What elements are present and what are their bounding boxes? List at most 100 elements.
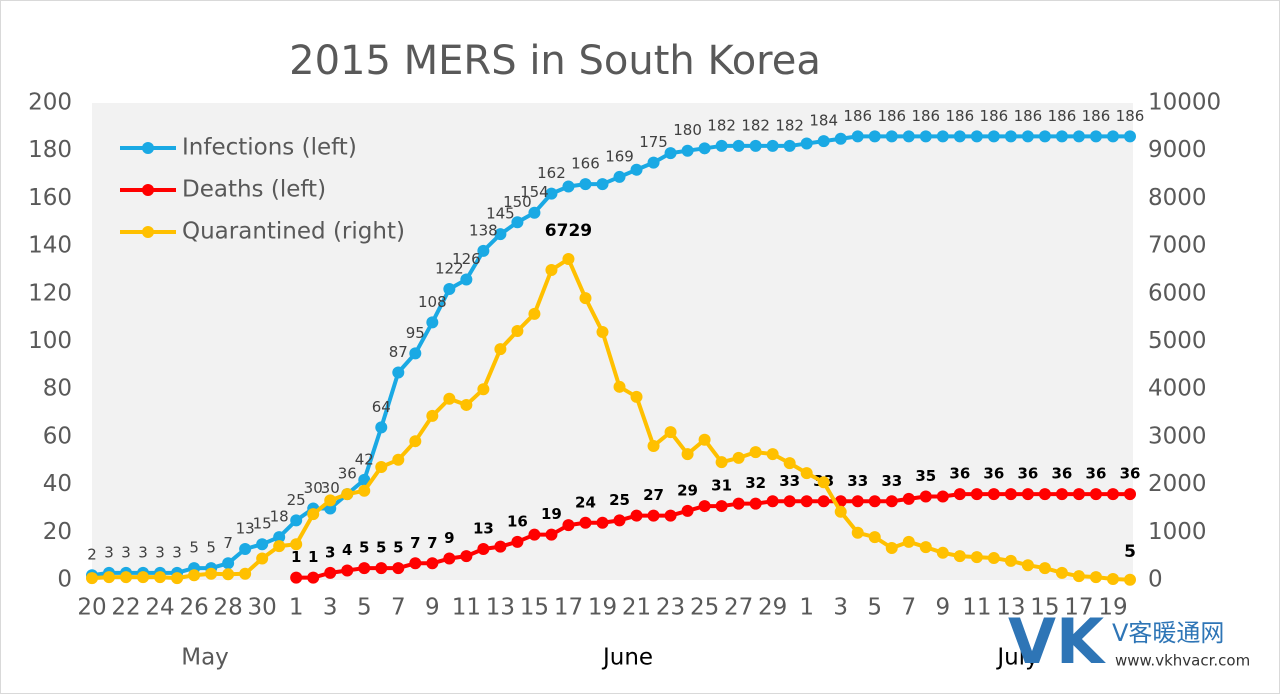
- data-point: [528, 307, 541, 320]
- data-point: [205, 567, 218, 580]
- y-tick-label: 180: [28, 137, 72, 163]
- data-label: 5: [1124, 542, 1136, 562]
- data-point: [851, 495, 864, 508]
- data-label: 182: [707, 116, 736, 134]
- data-point: [426, 316, 439, 329]
- data-point: [953, 550, 966, 563]
- data-point: [647, 156, 660, 169]
- y-tick-label: 100: [28, 328, 72, 354]
- data-label: 13: [236, 519, 255, 537]
- data-label: 6729: [545, 221, 592, 241]
- data-point: [987, 552, 1000, 565]
- data-label: 5: [206, 539, 216, 557]
- y2-tick-label: 10000: [1148, 90, 1221, 116]
- data-point: [239, 567, 252, 580]
- data-point: [749, 497, 762, 510]
- data-point: [358, 473, 371, 486]
- data-point: [987, 130, 1000, 143]
- data-point: [562, 180, 575, 193]
- data-label: 2: [87, 546, 97, 564]
- legend-label: Infections (left): [182, 135, 357, 161]
- data-point: [1106, 573, 1119, 586]
- data-point: [222, 557, 235, 570]
- data-point: [630, 163, 643, 176]
- data-point: [834, 132, 847, 145]
- y-tick-label: 200: [28, 90, 72, 116]
- y-tick-label: 40: [43, 471, 72, 497]
- x-tick-label: 27: [724, 595, 753, 621]
- data-label: 33: [847, 472, 868, 490]
- x-tick-label: 30: [248, 595, 277, 621]
- data-point: [817, 495, 830, 508]
- data-label: 186: [877, 107, 906, 125]
- data-label: 95: [406, 324, 425, 342]
- data-point: [902, 535, 915, 548]
- data-label: 162: [537, 164, 566, 182]
- x-tick-label: 22: [111, 595, 140, 621]
- data-point: [1072, 570, 1085, 583]
- data-point: [987, 488, 1000, 501]
- data-label: 3: [172, 543, 182, 561]
- data-point: [664, 147, 677, 160]
- x-tick-label: 15: [520, 595, 549, 621]
- data-point: [1124, 130, 1136, 143]
- data-label: 122: [435, 260, 464, 278]
- x-tick-label: 19: [1098, 595, 1127, 621]
- data-point: [545, 528, 558, 541]
- data-label: 126: [452, 250, 481, 268]
- data-point: [1021, 559, 1034, 572]
- data-point: [1055, 488, 1068, 501]
- data-point: [86, 572, 98, 585]
- watermark-url: www.vkhvacr.com: [1115, 652, 1250, 670]
- data-point: [936, 130, 949, 143]
- y-tick-label: 0: [57, 567, 72, 593]
- data-label: 145: [486, 205, 515, 223]
- y-tick-label: 120: [28, 280, 72, 306]
- x-tick-label: 5: [357, 595, 372, 621]
- y2-tick-label: 9000: [1148, 137, 1207, 163]
- data-point: [392, 453, 405, 466]
- data-point: [494, 540, 507, 553]
- x-tick-label: 24: [145, 595, 174, 621]
- y-tick-label: 20: [43, 519, 72, 545]
- data-point: [579, 516, 592, 529]
- data-point: [681, 504, 694, 517]
- data-label: 184: [809, 112, 838, 130]
- data-point: [1004, 488, 1017, 501]
- data-point: [613, 514, 626, 527]
- data-point: [715, 139, 728, 152]
- data-point: [1089, 130, 1102, 143]
- data-label: 36: [1051, 465, 1072, 483]
- data-label: 42: [355, 450, 374, 468]
- data-label: 186: [843, 107, 872, 125]
- data-point: [613, 170, 626, 183]
- data-point: [545, 187, 558, 200]
- data-point: [732, 451, 745, 464]
- data-point: [290, 571, 303, 584]
- data-point: [749, 139, 762, 152]
- data-point: [273, 531, 286, 544]
- data-point: [766, 139, 779, 152]
- data-label: 1: [291, 548, 301, 566]
- data-point: [868, 495, 881, 508]
- data-point: [137, 571, 150, 584]
- x-tick-label: 1: [799, 595, 814, 621]
- data-point: [1124, 573, 1136, 586]
- x-tick-label: 19: [588, 595, 617, 621]
- data-point: [239, 542, 252, 555]
- data-label: 3: [138, 543, 148, 561]
- legend-marker: [142, 184, 154, 196]
- data-point: [630, 509, 643, 522]
- data-point: [783, 139, 796, 152]
- data-point: [970, 488, 983, 501]
- data-label: 182: [775, 116, 804, 134]
- data-point: [426, 557, 439, 570]
- chart-title: 2015 MERS in South Korea: [289, 38, 821, 84]
- data-label: 5: [189, 539, 199, 557]
- data-label: 186: [980, 107, 1009, 125]
- data-point: [681, 448, 694, 461]
- data-point: [341, 488, 354, 501]
- data-label: 30: [304, 479, 323, 497]
- data-point: [579, 292, 592, 305]
